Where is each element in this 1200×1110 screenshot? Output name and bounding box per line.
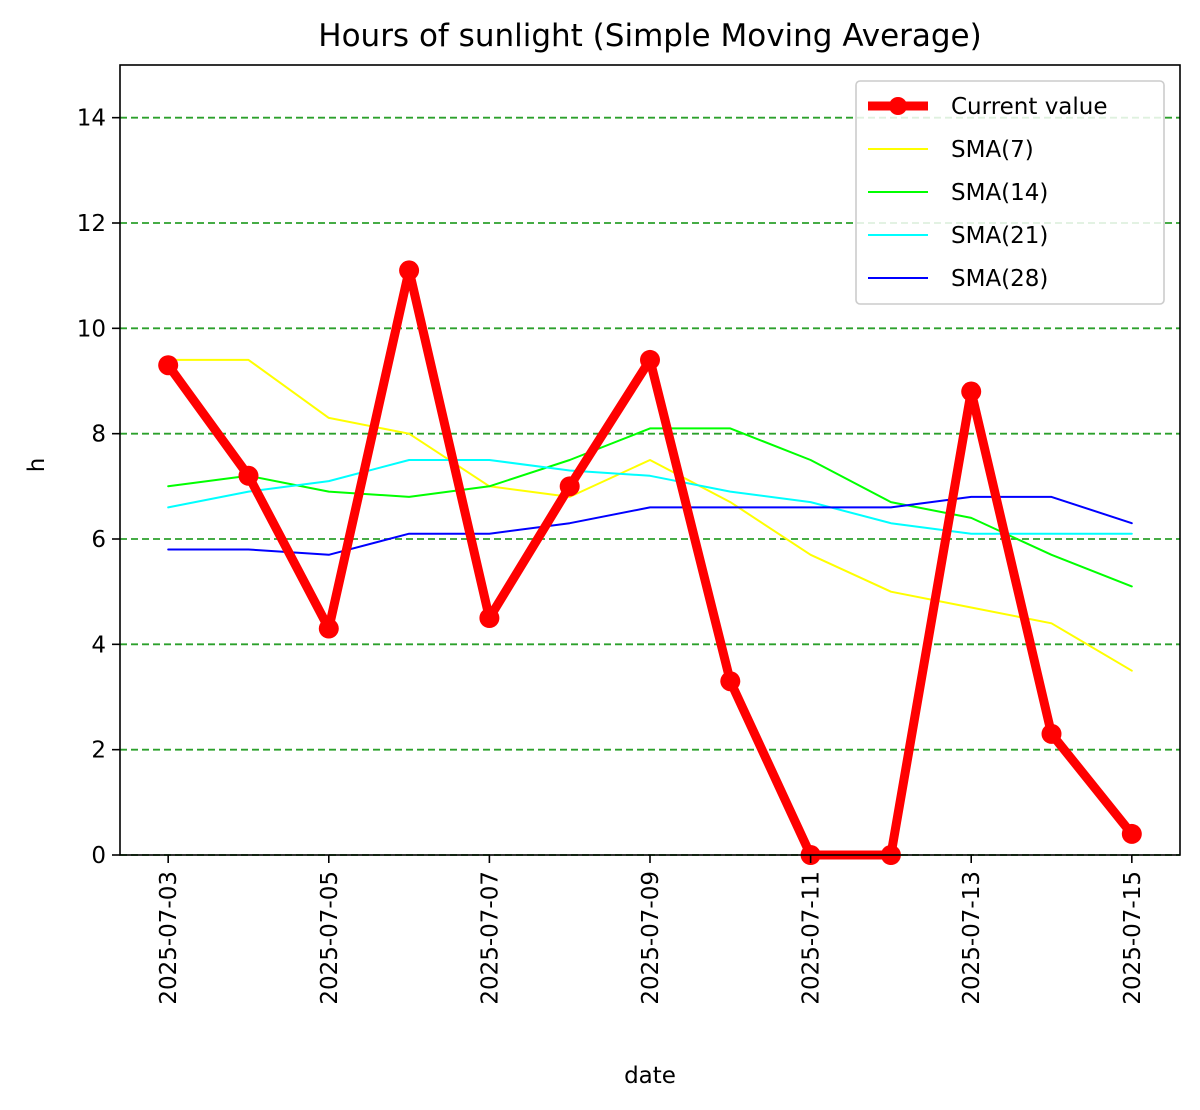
- series-line-sma-28: [167, 495, 1133, 556]
- current-value-point: [1041, 723, 1062, 744]
- legend-marker: [889, 97, 907, 115]
- x-tick-label: 2025-07-09: [638, 871, 664, 1005]
- legend-label: SMA(21): [951, 223, 1048, 249]
- current-value-point: [479, 608, 500, 628]
- x-tick-label: 2025-07-11: [799, 871, 825, 1005]
- current-value-point: [1121, 823, 1142, 844]
- x-tick-label: 2025-07-07: [477, 871, 503, 1005]
- legend-label: Current value: [951, 94, 1108, 120]
- x-tick-label: 2025-07-13: [959, 871, 985, 1005]
- y-axis-label: h: [24, 458, 50, 473]
- y-tick-label: 2: [91, 738, 106, 764]
- y-tick-label: 0: [91, 843, 106, 869]
- current-value-point: [158, 355, 179, 376]
- current-value-point: [559, 476, 580, 497]
- legend-label: SMA(14): [951, 180, 1048, 206]
- current-value-point: [318, 618, 339, 639]
- series-line-sma-7: [167, 358, 1133, 672]
- chart-title: Hours of sunlight (Simple Moving Average…: [318, 18, 981, 54]
- legend-label: SMA(7): [951, 137, 1034, 163]
- y-tick-label: 12: [77, 211, 106, 237]
- current-value-point: [399, 260, 420, 281]
- legend-label: SMA(28): [951, 266, 1048, 292]
- current-value-point: [720, 671, 741, 692]
- series-lines: [158, 260, 1142, 865]
- series-line-sma-14: [167, 427, 1133, 588]
- x-tick-label: 2025-07-05: [317, 871, 343, 1005]
- legend: Current value SMA(7) SMA(14) SMA(21) SMA(28): [855, 80, 1165, 305]
- y-axis-ticks: 0 2 4 6 8 10 12 14: [77, 106, 120, 869]
- x-tick-label: 2025-07-15: [1120, 871, 1146, 1005]
- x-axis-label: date: [624, 1063, 676, 1089]
- x-axis-ticks: 2025-07-03 2025-07-05 2025-07-07 2025-07-09…: [156, 855, 1146, 1005]
- x-tick-label: 2025-07-03: [156, 871, 182, 1005]
- y-tick-label: 4: [91, 632, 106, 658]
- y-tick-label: 6: [91, 527, 106, 553]
- y-tick-label: 8: [91, 422, 106, 448]
- current-value-point: [961, 381, 982, 402]
- current-value-point: [238, 465, 259, 486]
- current-value-point: [640, 349, 660, 370]
- y-tick-label: 14: [77, 106, 106, 132]
- y-gridlines: [120, 116, 1180, 856]
- legend-box: [855, 80, 1165, 305]
- series-line-sma-21: [167, 459, 1133, 535]
- y-tick-label: 10: [77, 316, 106, 342]
